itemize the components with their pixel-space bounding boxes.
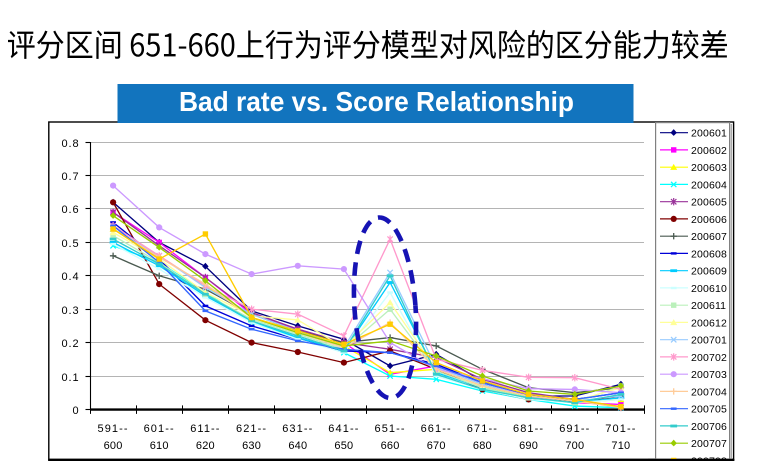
svg-text:650: 650 bbox=[334, 440, 353, 452]
svg-text:690: 690 bbox=[519, 440, 538, 452]
svg-text:0: 0 bbox=[72, 405, 79, 417]
svg-text:200610: 200610 bbox=[691, 283, 727, 295]
svg-text:601--: 601-- bbox=[144, 423, 175, 435]
svg-text:661--: 661-- bbox=[421, 423, 452, 435]
svg-text:681--: 681-- bbox=[513, 423, 544, 435]
svg-text:671--: 671-- bbox=[467, 423, 498, 435]
svg-text:631--: 631-- bbox=[282, 423, 313, 435]
svg-text:680: 680 bbox=[473, 440, 492, 452]
svg-text:200612: 200612 bbox=[691, 317, 727, 329]
svg-text:710: 710 bbox=[611, 440, 630, 452]
svg-text:621--: 621-- bbox=[236, 423, 267, 435]
svg-text:200604: 200604 bbox=[691, 179, 727, 191]
svg-text:641--: 641-- bbox=[328, 423, 359, 435]
svg-text:0.6: 0.6 bbox=[62, 204, 80, 216]
svg-text:691--: 691-- bbox=[559, 423, 590, 435]
svg-text:200706: 200706 bbox=[691, 421, 727, 433]
svg-text:200707: 200707 bbox=[691, 438, 727, 450]
svg-text:0.5: 0.5 bbox=[62, 238, 80, 250]
svg-text:200606: 200606 bbox=[691, 214, 727, 226]
svg-text:620: 620 bbox=[196, 440, 215, 452]
svg-text:200704: 200704 bbox=[691, 386, 727, 398]
svg-text:0.4: 0.4 bbox=[62, 271, 80, 283]
svg-text:640: 640 bbox=[288, 440, 307, 452]
svg-text:200602: 200602 bbox=[691, 145, 727, 157]
svg-text:591--: 591-- bbox=[98, 423, 129, 435]
svg-text:660: 660 bbox=[381, 440, 400, 452]
svg-text:630: 630 bbox=[242, 440, 261, 452]
svg-text:200702: 200702 bbox=[691, 352, 727, 364]
svg-text:670: 670 bbox=[427, 440, 446, 452]
svg-text:0.3: 0.3 bbox=[62, 305, 80, 317]
svg-text:651--: 651-- bbox=[375, 423, 406, 435]
svg-text:600: 600 bbox=[104, 440, 123, 452]
svg-text:200611: 200611 bbox=[691, 300, 726, 312]
svg-text:200609: 200609 bbox=[691, 266, 727, 278]
svg-text:Bad rate vs. Score Relationshi: Bad rate vs. Score Relationship bbox=[179, 86, 574, 117]
svg-text:610: 610 bbox=[150, 440, 169, 452]
svg-text:200607: 200607 bbox=[691, 231, 727, 243]
svg-text:0.7: 0.7 bbox=[62, 171, 80, 183]
svg-text:700: 700 bbox=[565, 440, 584, 452]
svg-text:0.1: 0.1 bbox=[62, 372, 80, 384]
svg-text:200603: 200603 bbox=[691, 162, 727, 174]
svg-text:0.8: 0.8 bbox=[62, 138, 80, 150]
svg-text:611--: 611-- bbox=[190, 423, 220, 435]
svg-text:200708: 200708 bbox=[691, 455, 727, 465]
svg-text:200701: 200701 bbox=[691, 335, 727, 347]
svg-text:200705: 200705 bbox=[691, 404, 727, 416]
svg-text:200605: 200605 bbox=[691, 197, 727, 209]
svg-text:200601: 200601 bbox=[691, 128, 727, 140]
svg-text:200703: 200703 bbox=[691, 369, 727, 381]
svg-text:0.2: 0.2 bbox=[62, 338, 80, 350]
svg-text:200608: 200608 bbox=[691, 248, 727, 260]
svg-text:701--: 701-- bbox=[605, 423, 636, 435]
